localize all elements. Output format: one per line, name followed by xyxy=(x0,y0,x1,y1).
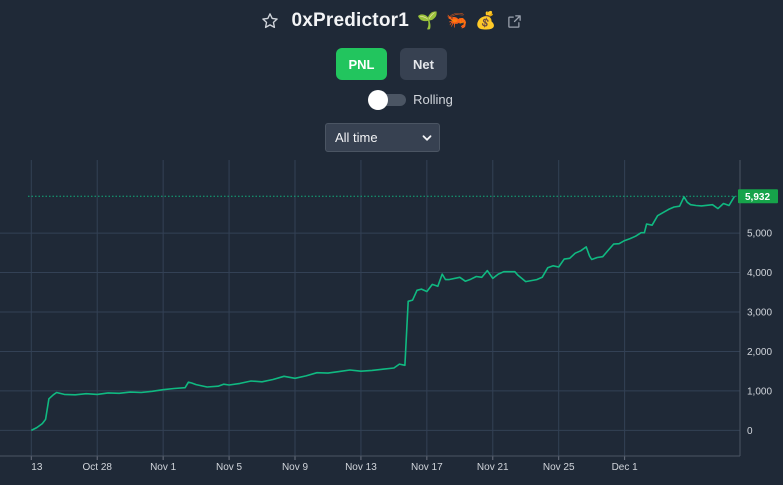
time-range-value: All time xyxy=(335,130,378,145)
y-tick-label: 0 xyxy=(747,426,753,437)
x-tick-label: Nov 9 xyxy=(282,462,309,473)
y-tick-label: 3,000 xyxy=(747,307,772,318)
money-bag-icon: 💰 xyxy=(475,10,497,31)
last-value-badge xyxy=(738,189,778,204)
y-tick-label: 2,000 xyxy=(747,347,772,358)
time-range-select[interactable]: All time xyxy=(325,123,440,152)
pnl-chart[interactable]: 13 Oct 28 Nov 1 Nov 5 Nov 9 Nov 13 Nov 17 Nov 2… xyxy=(0,160,783,485)
x-tick-label: Dec 1 xyxy=(612,462,639,473)
x-tick-label: Oct 28 xyxy=(82,462,112,473)
x-tick-label: Nov 21 xyxy=(477,462,509,473)
x-tick-label: Nov 1 xyxy=(150,462,177,473)
last-value-label: 5,932 xyxy=(745,192,770,203)
shrimp-icon: 🦐 xyxy=(446,10,468,31)
pnl-series-line xyxy=(30,195,736,432)
seedling-icon: 🌱 xyxy=(417,10,439,31)
chevron-down-icon xyxy=(422,134,432,141)
x-tick-label: Nov 17 xyxy=(411,462,443,473)
chart-axes: 13 Oct 28 Nov 1 Nov 5 Nov 9 Nov 13 Nov 17 Nov 2… xyxy=(0,160,778,473)
y-tick-label: 4,000 xyxy=(747,268,772,279)
x-tick-label: 13 xyxy=(31,462,43,473)
rolling-row: Rolling xyxy=(0,89,783,110)
external-link-icon[interactable] xyxy=(507,14,522,29)
title-row: 0xPredictor1 🌱 🦐 💰 xyxy=(0,8,783,34)
rolling-toggle-knob xyxy=(368,89,389,110)
metric-toggle-group: PNL Net xyxy=(0,48,783,80)
y-tick-label: 5,000 xyxy=(747,229,772,240)
y-tick-label: 1,000 xyxy=(747,386,772,397)
pnl-button[interactable]: PNL xyxy=(336,48,387,80)
x-tick-label: Nov 5 xyxy=(216,462,243,473)
page-title: 0xPredictor1 xyxy=(291,10,409,31)
net-button[interactable]: Net xyxy=(400,48,447,80)
star-icon[interactable] xyxy=(261,12,279,30)
chart-lines xyxy=(28,195,740,432)
rolling-label: Rolling xyxy=(413,92,453,107)
chart-grid xyxy=(0,160,740,456)
x-tick-label: Nov 25 xyxy=(543,462,575,473)
rolling-toggle[interactable] xyxy=(368,89,407,110)
x-tick-label: Nov 13 xyxy=(345,462,377,473)
